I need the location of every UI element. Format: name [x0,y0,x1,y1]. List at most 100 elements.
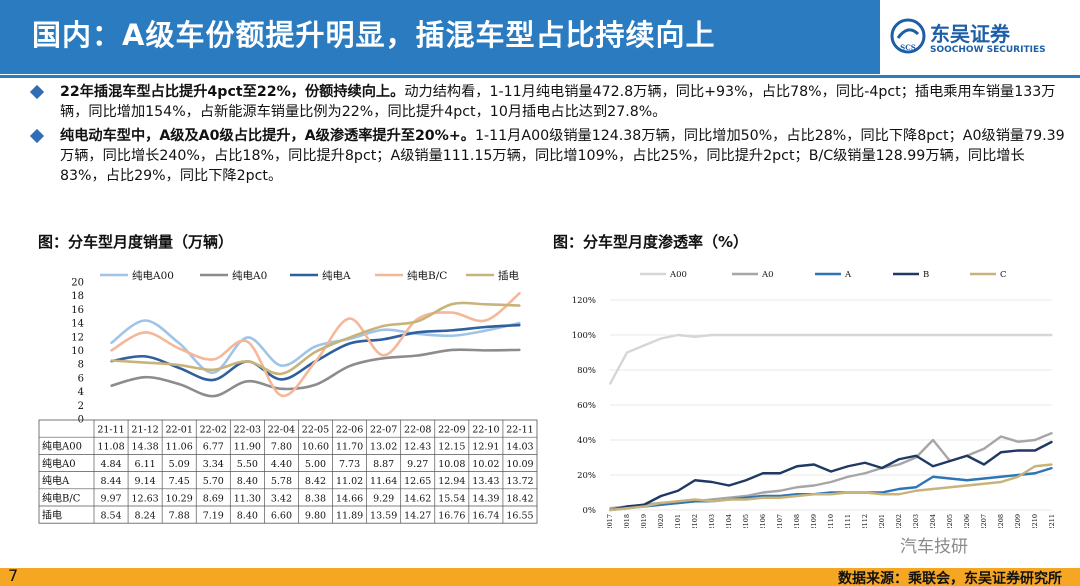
table-cell: 12.15 [438,442,465,453]
x-tick-label: 2017 [606,514,614,528]
data-point [144,355,146,358]
table-cell: 11.06 [166,442,193,453]
data-point [966,484,968,487]
data-point [451,349,453,351]
table-header-cell: 22-01 [165,425,192,436]
table-cell: 5.70 [203,476,224,487]
title-divider [0,75,1080,78]
data-point [864,472,866,475]
table-cell: 16.74 [472,511,499,522]
data-point [212,379,215,381]
data-point [915,334,917,336]
x-tick-label: 202207 [980,514,988,528]
data-point [677,500,679,503]
data-point [178,383,180,385]
data-point [728,496,730,499]
table-cell: 9.14 [135,476,156,487]
table-header-cell: 22-06 [336,425,363,436]
data-point [949,460,951,462]
data-point [983,463,985,466]
y-tick-label: 6 [78,373,84,384]
data-point [864,334,866,336]
data-point [796,465,798,468]
table-cell: 9.27 [407,459,428,470]
data-point [382,338,385,341]
table-cell: 16.76 [438,511,465,522]
data-point [451,311,453,314]
x-tick-label: 2019 [640,514,648,528]
data-point [1000,481,1002,483]
data-point [144,361,146,364]
y-tick-label: 40% [577,436,596,446]
table-cell: 7.73 [339,459,360,470]
data-point [110,342,112,344]
x-tick-label: 202101 [674,514,682,528]
table-cell: 11.08 [97,442,124,453]
table-header-cell: 22-08 [404,425,431,436]
data-point [416,354,419,357]
data-point [728,498,730,501]
bullet-item-phev: 22年插混车型占比提升4pct至22%，份额持续向上。动力结构看，1-11月纯电… [29,82,1065,122]
data-point [847,334,849,336]
data-point [915,489,917,492]
data-point [881,334,883,336]
series-line [110,291,521,397]
data-point [314,360,317,363]
table-cell: 14.03 [506,442,533,453]
data-point [898,458,900,461]
data-point [246,380,249,383]
data-point [485,349,487,352]
table-cell: 11.70 [336,442,363,453]
bullet-body: 1-11月A00级销量124.38万辆，同比增加50%，占比28%，同比下降8p… [60,128,1065,184]
data-point [314,351,317,353]
table-cell: 10.09 [506,459,533,470]
table-cell: 13.02 [370,442,397,453]
table-cell: 15.54 [438,493,465,504]
table-header-cell: 22-02 [200,425,227,436]
data-point [762,334,764,336]
table-cell: 13.72 [506,476,533,487]
table-cell: 8.24 [135,511,156,522]
table-cell: 11.30 [234,493,261,504]
data-point [609,509,611,511]
data-point [1017,440,1019,443]
data-point [983,447,985,450]
data-point [280,364,283,367]
data-point [983,477,985,480]
data-point [1034,439,1036,441]
x-tick-label: 202107 [776,514,784,528]
x-tick-label: 202204 [929,514,937,528]
data-point [1051,432,1053,434]
table-cell: 8.40 [237,511,258,522]
data-point [519,322,521,324]
y-tick-label: 20% [577,471,596,481]
data-point [898,463,900,466]
table-cell: 10.08 [438,459,465,470]
table-cell: 4.84 [100,459,121,470]
table-cell: 12.65 [404,476,431,487]
x-tick-label: 202105 [742,514,750,528]
data-point [280,378,283,381]
table-header-cell: 22-10 [472,425,499,436]
data-point [660,495,662,497]
x-tick-label: 202109 [810,514,818,528]
y-tick-label: 14 [71,319,84,330]
table-cell: 7.45 [169,476,190,487]
series-line [609,440,1053,512]
legend-label: C [1000,270,1007,280]
data-point [949,486,951,489]
x-tick-label: 2018 [623,514,631,528]
data-point [830,470,832,473]
data-point [609,383,611,385]
table-cell: 12.91 [472,442,499,453]
data-point [762,491,764,494]
data-point [966,454,968,457]
data-point [110,385,112,387]
data-point [485,303,487,306]
table-cell: 10.60 [302,442,329,453]
data-point [779,496,781,499]
legend-label: 纯电A00 [132,269,174,282]
table-cell: 16.55 [506,511,533,522]
data-point [382,329,385,331]
data-point [677,502,679,504]
